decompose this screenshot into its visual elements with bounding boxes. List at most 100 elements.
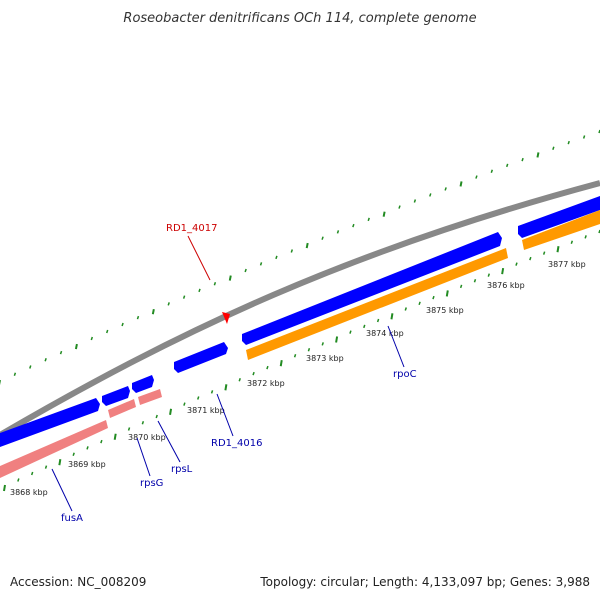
tick-label: 3872 kbp: [247, 379, 285, 388]
gene-labels: fusA rpsG rpsL RD1_4016 rpoC RD1_4017: [51, 223, 417, 524]
minor-tick: [141, 420, 145, 425]
major-tick: [279, 360, 283, 367]
minor-tick: [321, 236, 324, 240]
minor-tick: [86, 446, 89, 450]
tick-label: 3874 kbp: [366, 329, 404, 338]
minor-tick: [252, 371, 255, 376]
major-tick: [3, 484, 6, 492]
minor-tick: [529, 256, 532, 261]
tick-labels: 3868 kbp 3869 kbp 3870 kbp 3871 kbp 3872 kbp…: [10, 260, 586, 497]
rpoB-gene: [518, 196, 600, 238]
tick-label: 3875 kbp: [426, 306, 464, 315]
map-title: Roseobacter denitrificans OCh 114, compl…: [123, 11, 476, 26]
minor-tick: [307, 348, 311, 352]
minor-tick: [349, 330, 352, 334]
gene-label: rpsG: [140, 478, 163, 489]
minor-tick: [183, 402, 186, 406]
major-tick: [445, 290, 449, 297]
major-tick: [224, 384, 228, 391]
RD1-4016-gene: [174, 342, 228, 373]
major-tick: [390, 313, 394, 320]
minor-tick: [290, 249, 294, 253]
minor-tick: [259, 262, 263, 266]
minor-tick: [198, 288, 201, 293]
gene-label: rpoC: [393, 369, 417, 380]
minor-tick: [413, 199, 417, 203]
tick-label: 3877 kbp: [548, 260, 586, 269]
major-tick: [151, 309, 155, 315]
minor-tick: [584, 235, 587, 239]
genome-stats-text: Topology: circular; Length: 4,133,097 bp…: [259, 575, 590, 589]
minor-tick: [515, 262, 518, 266]
rpsG-shadow: [108, 399, 136, 418]
gene-features: [0, 196, 600, 478]
minor-tick: [444, 187, 447, 191]
tick-label: 3873 kbp: [306, 354, 344, 363]
rpoC-gene: [242, 232, 502, 345]
label-leader-line: [387, 325, 405, 368]
minor-tick: [418, 301, 421, 306]
minor-tick: [487, 273, 491, 277]
minor-tick: [59, 350, 63, 355]
minor-tick: [475, 175, 478, 179]
minor-tick: [238, 377, 241, 382]
tick-label: 3868 kbp: [10, 488, 48, 497]
rpoC-shadow: [246, 248, 508, 360]
minor-tick: [582, 135, 586, 139]
major-tick: [501, 267, 505, 275]
minor-tick: [136, 315, 140, 320]
minor-tick: [244, 268, 247, 273]
minor-tick: [266, 365, 269, 370]
minor-tick: [473, 278, 477, 283]
minor-tick: [213, 281, 217, 286]
minor-tick: [197, 396, 200, 400]
minor-tick: [336, 230, 340, 234]
minor-tick: [182, 295, 186, 299]
minor-tick: [293, 353, 297, 358]
minor-tick: [432, 295, 435, 300]
minor-tick: [321, 342, 324, 346]
minor-tick: [210, 390, 214, 394]
minor-tick: [44, 465, 48, 469]
gene-label: fusA: [61, 513, 83, 524]
major-tick: [58, 459, 62, 466]
major-tick: [228, 275, 232, 281]
minor-tick: [367, 217, 370, 222]
minor-tick: [17, 478, 20, 482]
minor-tick: [542, 251, 546, 255]
tick-label: 3870 kbp: [128, 433, 166, 442]
minor-tick: [167, 302, 170, 306]
minor-tick: [121, 322, 124, 327]
tick-label: 3876 kbp: [487, 281, 525, 290]
major-tick: [335, 336, 339, 343]
minor-tick: [127, 427, 131, 431]
minor-tick: [404, 307, 407, 311]
minor-tick: [100, 439, 103, 444]
rpoB-shadow: [522, 210, 600, 250]
minor-tick: [505, 163, 509, 168]
minor-tick: [29, 365, 32, 369]
minor-tick: [521, 157, 524, 162]
major-tick: [459, 181, 463, 187]
label-leader-line: [51, 468, 73, 512]
tick-label: 3869 kbp: [68, 460, 106, 469]
minor-tick: [90, 336, 94, 341]
tick-label: 3871 kbp: [187, 406, 225, 415]
genome-backbone: [0, 180, 600, 438]
inner-tick-ring: [3, 229, 600, 492]
major-tick: [536, 152, 540, 158]
minor-tick: [30, 471, 34, 476]
rpsL-shadow: [138, 389, 162, 405]
minor-tick: [72, 452, 75, 457]
rpsL-gene: [132, 375, 154, 393]
label-leader-line: [157, 420, 181, 463]
rpsG-gene: [102, 386, 130, 406]
minor-tick: [552, 146, 555, 150]
minor-tick: [376, 318, 380, 323]
major-tick: [74, 343, 78, 350]
major-tick: [556, 246, 560, 253]
major-tick: [382, 211, 386, 217]
minor-tick: [352, 223, 355, 228]
major-tick: [305, 242, 309, 249]
minor-tick: [13, 372, 17, 376]
